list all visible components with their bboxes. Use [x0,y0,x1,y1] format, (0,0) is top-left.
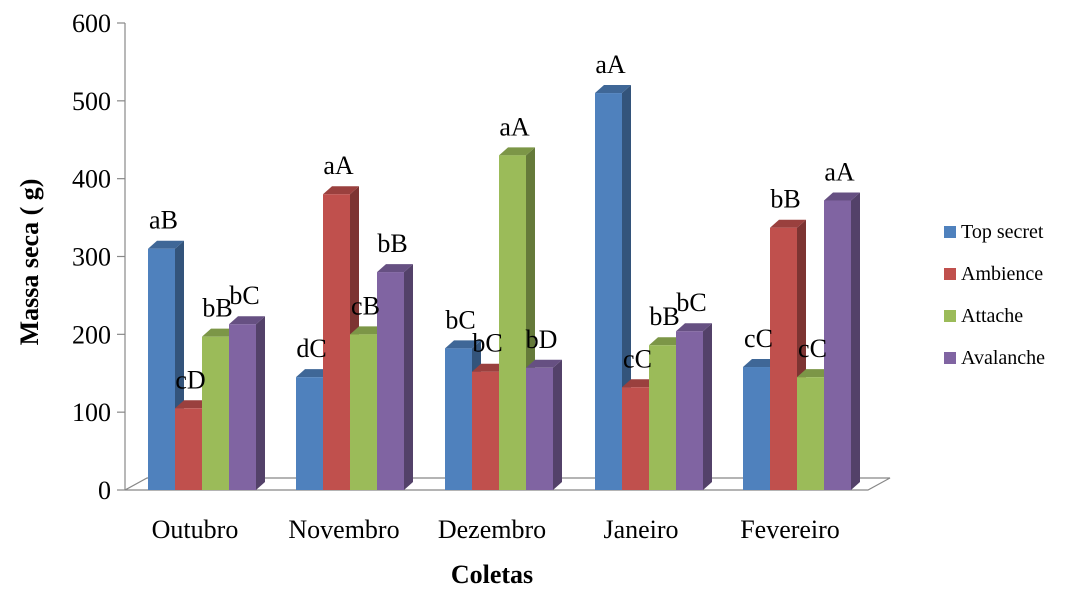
bar-top [323,186,359,195]
data-label: aB [149,206,178,235]
bar-front [526,367,553,490]
bar-top [595,85,631,94]
y-axis-title: Massa seca ( g) [15,179,44,346]
data-label: bC [229,281,259,310]
bar-top [377,264,413,273]
bar-top [676,323,712,332]
legend-label: Ambience [961,263,1043,285]
bar-attache-dezembro [499,147,535,491]
data-label: bC [472,329,502,358]
bar-top [445,340,481,349]
legend: Top secret Ambience Attache Avalanche [944,221,1045,369]
y-tick-label: 100 [72,398,111,427]
legend-label: Attache [961,305,1023,327]
bar-avalanche-janeiro [676,323,712,490]
bar-front [148,248,175,490]
data-label: aA [323,151,354,180]
bar-front [649,345,676,490]
data-label: bB [770,185,800,214]
data-label: bD [526,325,558,354]
x-category-label: Fevereiro [740,515,840,544]
data-label: cC [623,344,652,373]
bar-front [824,200,851,490]
y-tick-label: 400 [72,165,111,194]
data-label: bC [445,305,475,334]
data-label: bB [377,229,407,258]
x-category-label: Outubro [152,515,239,544]
bar-front [229,324,256,490]
bar-front [175,408,202,490]
legend-label: Avalanche [961,347,1045,369]
data-label: dC [296,334,326,363]
legend-swatch [944,310,956,322]
y-tick-label: 600 [72,9,111,38]
data-label: bB [202,294,232,323]
bar-top [229,316,265,325]
y-axis-layer: 0 100 200 300 400 500 600 [72,9,126,505]
bars-layer [148,85,860,491]
x-category-label: Janeiro [603,515,678,544]
bar-front [472,371,499,490]
bar-front [323,194,350,490]
bar-avalanche-fevereiro [824,192,860,490]
y-tick-label: 300 [72,243,111,272]
data-label: cB [351,291,380,320]
legend-swatch [944,226,956,238]
legend-item-avalanche: Avalanche [944,347,1045,369]
bar-side [553,359,562,490]
bar-top [148,240,184,249]
bar-front [445,348,472,490]
y-tick-label: 200 [72,320,111,349]
data-label: cC [744,324,773,353]
bar-avalanche-dezembro [526,359,562,490]
bar-ambience-novembro [323,186,359,490]
bar-side [404,264,413,490]
bar-avalanche-novembro [377,264,413,490]
legend-label: Top secret [961,221,1044,243]
legend-swatch [944,352,956,364]
bar-top [499,147,535,156]
y-tick-label: 500 [72,87,111,116]
data-label: aA [595,50,626,79]
bar-front [770,227,797,490]
legend-item-attache: Attache [944,305,1023,327]
data-label: aA [824,157,855,186]
bar-front [499,155,526,491]
data-label: bC [676,288,706,317]
legend-swatch [944,268,956,280]
bar-front [202,336,229,490]
bar-top [770,219,806,228]
bar-front [743,367,770,490]
bar-front [377,272,404,490]
bar-front [797,377,824,490]
bar-top [526,359,562,368]
x-category-label: Dezembro [438,515,546,544]
bar-avalanche-outubro [229,316,265,490]
legend-item-ambience: Ambience [944,263,1043,285]
data-label: bB [649,302,679,331]
legend-item-top-secret: Top secret [944,221,1044,243]
data-label: aA [499,112,530,141]
bar-side [851,192,860,490]
bar-top [824,192,860,201]
bar-side [256,316,265,490]
x-category-label: Novembro [288,515,399,544]
bar-front [350,334,377,490]
bar-side [703,323,712,490]
bar-front [676,331,703,490]
data-label: cC [798,334,827,363]
x-axis-title: Coletas [451,560,533,589]
y-tick-label: 0 [98,476,111,505]
bar-front [622,387,649,490]
bar-front [296,377,323,490]
x-axis-categories: Outubro Novembro Dezembro Janeiro Fevereiro [152,515,840,544]
bar-front [595,93,622,491]
data-label: cD [175,365,205,394]
